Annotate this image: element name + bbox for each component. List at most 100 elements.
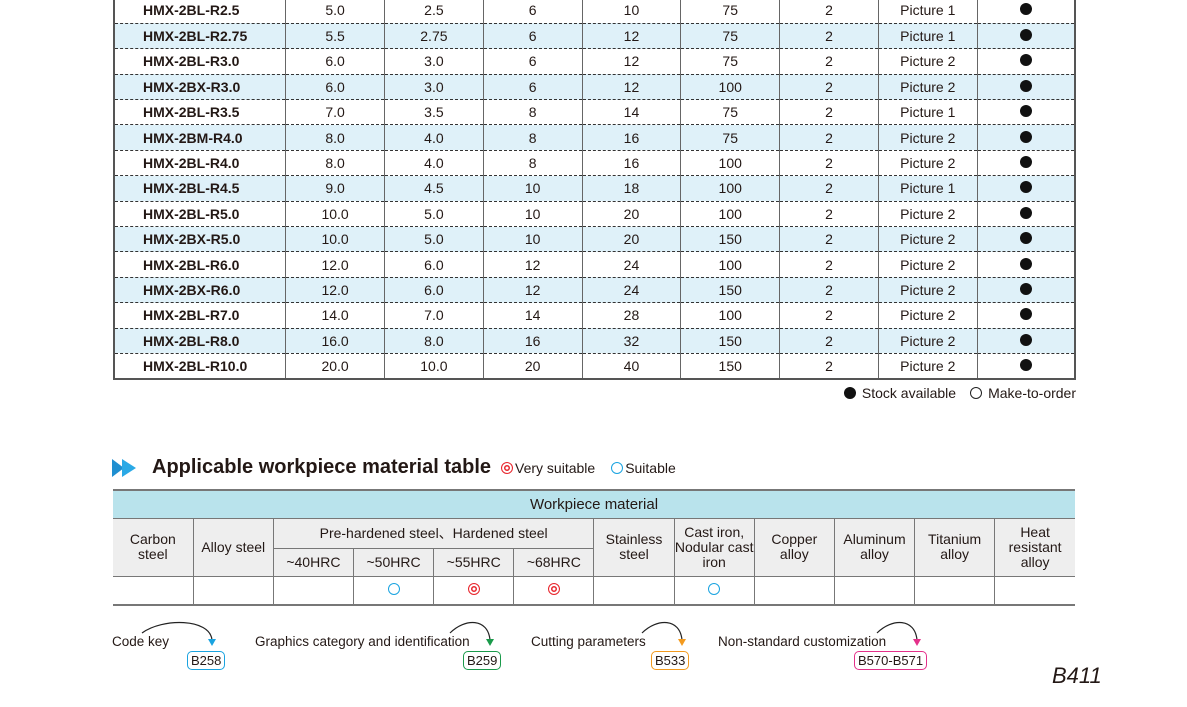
cell-picture: Picture 1	[877, 23, 978, 50]
cell-stock	[976, 201, 1075, 228]
stock-status-icon	[1019, 156, 1032, 169]
cell-l: 10	[581, 0, 681, 24]
stock-status-icon	[1019, 232, 1032, 245]
cell-l: 12	[581, 23, 681, 50]
curved-arrow-icon	[876, 621, 921, 646]
product-spec-table: HMX-2BL-R2.5 5.0 2.5 6 10 75 2 Picture 1 HMX-2BL…	[113, 0, 1076, 380]
cell-picture: Picture 2	[877, 353, 978, 379]
cell-code: HMX-2BL-R3.0	[114, 48, 286, 75]
cell-r: 5.0	[384, 226, 484, 253]
rating-cell	[113, 575, 194, 606]
cell-overall-length: 150	[680, 277, 780, 304]
ref-page-link[interactable]: B258	[187, 651, 226, 670]
very-suitable-icon	[467, 582, 480, 595]
stock-status-icon	[1019, 257, 1032, 270]
cell-r: 3.0	[384, 74, 484, 101]
rating-cell	[753, 575, 835, 606]
cell-l: 20	[581, 226, 681, 253]
cell-stock	[976, 302, 1075, 329]
cell-l: 16	[581, 150, 681, 177]
cell-overall-length: 150	[680, 328, 780, 354]
ref-label: Cutting parameters	[531, 634, 646, 649]
cell-flutes: 2	[779, 124, 879, 151]
cell-l1: 10	[482, 175, 583, 202]
cell-picture: Picture 2	[877, 226, 978, 253]
cell-l1: 8	[482, 150, 583, 177]
cell-code: HMX-2BL-R5.0	[114, 201, 286, 228]
table-row: HMX-2BX-R3.0 6.0 3.0 6 12 100 2 Picture 2	[114, 74, 1075, 101]
cell-stock	[976, 251, 1075, 278]
cell-l: 24	[581, 277, 681, 304]
rating-cell	[673, 575, 755, 606]
cell-picture: Picture 1	[877, 175, 978, 202]
cell-picture: Picture 2	[877, 150, 978, 177]
material-section-title: Applicable workpiece material table Very…	[112, 456, 682, 479]
cell-flutes: 2	[779, 226, 879, 253]
cell-overall-length: 75	[680, 48, 780, 75]
cell-flutes: 2	[779, 0, 879, 24]
ref-page-link[interactable]: B533	[651, 651, 690, 670]
cell-l1: 6	[482, 23, 583, 50]
cell-l1: 12	[482, 251, 583, 278]
cell-l1: 6	[482, 48, 583, 75]
cell-stock	[976, 23, 1075, 50]
cell-overall-length: 100	[680, 302, 780, 329]
cell-overall-length: 150	[680, 226, 780, 253]
cell-l: 40	[581, 353, 681, 379]
cell-d: 6.0	[285, 74, 385, 101]
cell-r: 7.0	[384, 302, 484, 329]
very-suitable-icon	[547, 582, 560, 595]
table-row: HMX-2BL-R10.0 20.0 10.0 20 40 150 2 Picture 2	[114, 353, 1075, 379]
col-aluminum: Aluminum alloy	[833, 517, 916, 577]
cell-overall-length: 75	[680, 99, 780, 126]
cell-r: 10.0	[384, 353, 484, 379]
col-cast-iron: Cast iron, Nodular cast iron	[673, 517, 755, 577]
cell-stock	[976, 48, 1075, 75]
table-row: HMX-2BL-R7.0 14.0 7.0 14 28 100 2 Picture 2	[114, 302, 1075, 329]
rating-cell	[994, 575, 1075, 606]
page-number: B411	[1052, 663, 1102, 688]
cell-code: HMX-2BL-R3.5	[114, 99, 286, 126]
cell-stock	[976, 328, 1075, 354]
table-row: HMX-2BX-R6.0 12.0 6.0 12 24 150 2 Picture 2	[114, 277, 1075, 304]
cell-stock	[976, 150, 1075, 177]
stock-status-icon	[1019, 282, 1032, 295]
rating-cell	[833, 575, 916, 606]
cell-code: HMX-2BM-R4.0	[114, 124, 286, 151]
cell-l1: 8	[482, 99, 583, 126]
stock-status-icon	[1019, 3, 1032, 16]
ref-page-link[interactable]: B570-B571	[854, 651, 928, 670]
cell-r: 6.0	[384, 277, 484, 304]
table-row: HMX-2BL-R3.0 6.0 3.0 6 12 75 2 Picture 2	[114, 48, 1075, 75]
make-to-order-icon	[970, 387, 983, 399]
cell-picture: Picture 2	[877, 124, 978, 151]
cell-l1: 10	[482, 201, 583, 228]
cell-code: HMX-2BX-R6.0	[114, 277, 286, 304]
cell-d: 10.0	[285, 226, 385, 253]
table-row: HMX-2BL-R5.0 10.0 5.0 10 20 100 2 Picture 2	[114, 201, 1075, 228]
cell-l1: 12	[482, 277, 583, 304]
ref-page-link[interactable]: B259	[463, 651, 502, 670]
cell-l: 32	[581, 328, 681, 354]
col-hardened-steel: Pre-hardened steel、Hardened steel	[272, 517, 595, 549]
cell-d: 14.0	[285, 302, 385, 329]
cell-stock	[976, 99, 1075, 126]
rating-cell	[513, 575, 595, 606]
cell-code: HMX-2BL-R6.0	[114, 251, 286, 278]
cell-r: 2.5	[384, 0, 484, 24]
rating-cell	[272, 575, 354, 606]
cell-r: 3.0	[384, 48, 484, 75]
table-row: HMX-2BL-R4.5 9.0 4.5 10 18 100 2 Picture 1	[114, 175, 1075, 202]
cell-picture: Picture 2	[877, 48, 978, 75]
suitability-row	[113, 575, 1075, 606]
cell-picture: Picture 2	[877, 251, 978, 278]
cell-stock	[976, 0, 1075, 24]
cell-l: 12	[581, 48, 681, 75]
double-arrow-icon	[112, 458, 136, 477]
stock-status-icon	[1019, 54, 1032, 67]
cell-r: 4.0	[384, 124, 484, 151]
stock-status-icon	[1019, 333, 1032, 346]
rating-cell	[593, 575, 675, 606]
cell-l1: 14	[482, 302, 583, 329]
col-stainless: Stainless steel	[593, 517, 675, 577]
